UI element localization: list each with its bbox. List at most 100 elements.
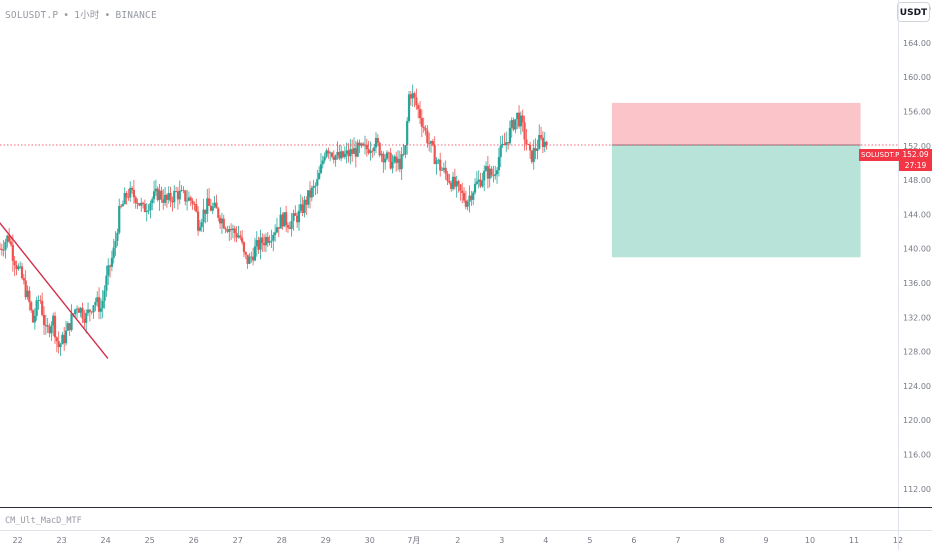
candle-body (426, 130, 429, 144)
candle (411, 84, 414, 107)
candle-body (213, 202, 216, 207)
time-tick-label: 28 (277, 536, 287, 545)
candle-body (53, 315, 57, 338)
candle-body (48, 326, 51, 334)
trendline[interactable] (0, 220, 109, 359)
price-axis[interactable]: 112.00 116.00 120.00 124.00 128.00 132.00 136.… (903, 5, 931, 494)
candle-body (145, 211, 148, 213)
candle (182, 186, 185, 194)
candle (0, 243, 3, 256)
candle (506, 142, 510, 150)
candle (314, 182, 317, 196)
candle-body (539, 135, 543, 138)
candle-body (510, 120, 513, 128)
candle (532, 139, 535, 170)
candle (86, 302, 90, 316)
candle (354, 141, 357, 168)
candle (332, 150, 335, 164)
candle (446, 170, 449, 186)
candle (6, 234, 9, 248)
overlay-layer (0, 144, 898, 359)
time-tick-label: 29 (321, 536, 331, 545)
candle-body (198, 227, 202, 231)
candle-body (2, 249, 5, 251)
candle (369, 141, 372, 161)
time-tick-label: 24 (101, 536, 111, 545)
candle-body (151, 199, 154, 204)
candle (195, 198, 198, 213)
candle (508, 120, 511, 146)
symbol-info[interactable]: SOLUSDT.P • 1小时 • BINANCE (5, 7, 157, 21)
candle-body (488, 168, 491, 179)
candle (196, 206, 200, 236)
candle-body (116, 232, 119, 242)
candle-body (316, 179, 319, 186)
candle (373, 143, 376, 156)
candle-body (136, 203, 139, 205)
candle-body (19, 266, 22, 268)
candle-body (230, 228, 233, 231)
candle (127, 189, 130, 201)
candle-body (385, 152, 389, 159)
candle-body (50, 325, 53, 334)
candle (252, 247, 255, 266)
candle-body (459, 184, 462, 191)
candle-body (226, 229, 229, 232)
candle (418, 101, 422, 125)
candle-body (340, 151, 343, 159)
candle-body (442, 167, 445, 170)
candle (396, 150, 400, 171)
candle (519, 111, 522, 135)
candle (30, 300, 33, 313)
candle-body (347, 150, 350, 157)
candle-body (450, 182, 453, 189)
quote-currency-button[interactable]: USDT (897, 2, 930, 22)
candle-body (28, 290, 31, 303)
candle (189, 195, 192, 207)
pane-divider[interactable] (0, 507, 932, 508)
indicator-label[interactable]: CM_Ult_MacD_MTF (5, 516, 82, 526)
candle (204, 209, 207, 224)
take-profit-zone[interactable] (611, 145, 861, 258)
candle-body (242, 242, 246, 252)
candle-body (244, 251, 247, 255)
candle (481, 172, 484, 188)
candle-body (119, 205, 123, 207)
candle (352, 137, 356, 154)
time-tick-label: 26 (189, 536, 199, 545)
candle-body (121, 204, 124, 207)
candle (97, 287, 101, 320)
candle (371, 148, 374, 158)
candle (351, 139, 354, 162)
candle-body (110, 257, 113, 267)
candle (112, 238, 115, 264)
candle (17, 263, 20, 271)
candle-body (470, 195, 473, 200)
time-tick-label: 9 (763, 536, 768, 545)
stop-loss-zone[interactable] (611, 102, 861, 146)
candle (129, 181, 132, 202)
candle (20, 262, 24, 280)
position-tool[interactable] (611, 102, 861, 258)
candle (336, 141, 339, 160)
candle-body (274, 232, 277, 235)
candle-body (352, 148, 356, 154)
candle (163, 187, 167, 206)
price-axis-divider (898, 0, 899, 550)
time-axis[interactable]: 2223242526272829307月2345678910111213 (13, 536, 932, 545)
candle-body (22, 278, 25, 281)
candle-body (174, 190, 178, 192)
candle (530, 150, 534, 164)
candle (285, 205, 288, 232)
candle-body (318, 172, 321, 180)
candle-body (435, 160, 438, 165)
candle-body (349, 149, 352, 157)
candle-body (268, 241, 271, 243)
candle-body (184, 190, 187, 202)
price-tick-label: 120.00 (903, 416, 931, 425)
candle-body (404, 145, 407, 155)
candle (330, 151, 334, 159)
candle (57, 331, 60, 354)
